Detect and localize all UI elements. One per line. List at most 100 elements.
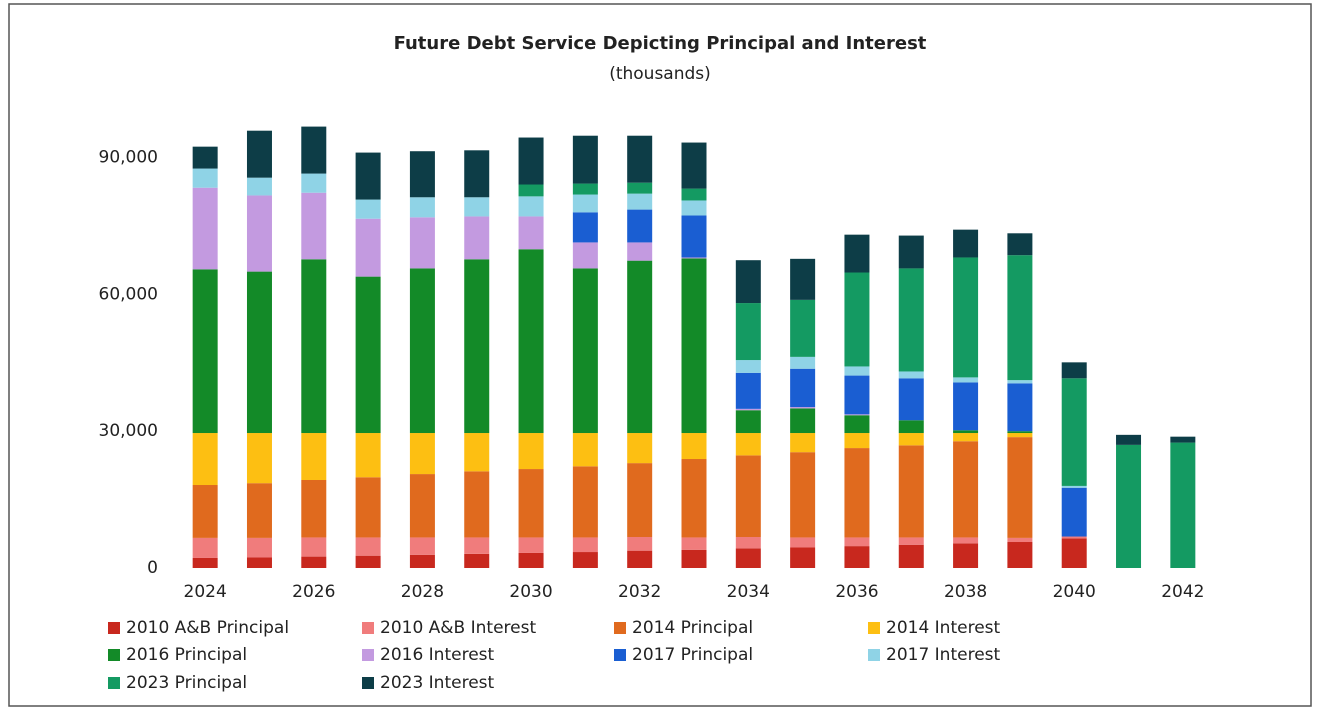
x-tick-label: 2032 [618,582,661,602]
bar-segment [1061,487,1087,537]
bar-segment [1061,378,1087,486]
bar-segment [301,126,327,174]
bar-segment [1061,536,1087,539]
legend-label: 2017 Interest [886,645,1001,665]
bar-segment [572,552,598,568]
bar-segment [735,410,761,434]
bar-segment [898,420,924,434]
bar-segment [301,479,327,538]
bar-segment [681,537,707,550]
bar-segment [464,197,490,217]
bar-segment [518,196,544,217]
bar-segment [1170,442,1196,568]
bar-segment [681,200,707,216]
bar-segment [246,177,272,196]
bar-segment [898,445,924,538]
bar-segment [844,414,870,416]
bar-segment [681,433,707,460]
chart-frame [8,3,1312,707]
bar-segment [518,552,544,568]
bar-segment [681,215,707,258]
legend-label: 2010 A&B Interest [380,618,536,638]
bar-segment [627,550,653,568]
bar-segment [735,548,761,568]
bar-segment [355,537,381,556]
bar-segment [572,433,598,467]
legend-swatch [868,622,880,634]
bar-segment [409,537,435,555]
bar-segment [572,135,598,184]
bar-segment [355,199,381,219]
bar-segment [192,557,218,568]
bar-segment [301,259,327,434]
bar-segment [681,549,707,568]
bar-segment [192,187,218,270]
legend-swatch [614,622,626,634]
bar-segment [1007,255,1033,381]
bar-segment [844,375,870,415]
bar-segment [464,433,490,472]
bar-segment [735,303,761,361]
bar-segment [192,269,218,434]
bar-segment [518,537,544,553]
y-tick-label: 90,000 [99,148,158,168]
bar-segment [898,371,924,379]
bar-segment [790,299,816,357]
bar-segment [409,217,435,269]
bar-segment [572,466,598,538]
bar-segment [844,448,870,538]
bar-segment [844,546,870,568]
x-tick-label: 2030 [509,582,552,602]
bar-segment [409,433,435,475]
bar-segment [464,216,490,260]
bar-segment [953,229,979,258]
legend-label: 2023 Interest [380,673,495,693]
x-tick-label: 2042 [1161,582,1204,602]
y-tick-label: 60,000 [99,284,158,304]
bar-segment [572,212,598,243]
bar-segment [192,146,218,169]
x-tick-label: 2026 [292,582,335,602]
bar-segment [627,260,653,434]
bar-segment [790,433,816,453]
bar-segment [518,184,544,197]
x-tick-label: 2040 [1053,582,1096,602]
legend-label: 2016 Principal [126,645,247,665]
x-tick-label: 2036 [835,582,878,602]
bar-segment [953,543,979,568]
bar-segment [301,173,327,193]
bar-segment [518,469,544,538]
bar-segment [355,152,381,200]
chart-subtitle: (thousands) [609,64,711,84]
legend-swatch [108,649,120,661]
bar-segment [1116,444,1142,568]
bar-segment [1061,362,1087,379]
bar-segment [246,483,272,538]
bar-segment [627,433,653,464]
chart-title: Future Debt Service Depicting Principal … [394,33,927,54]
bar-segment [246,537,272,558]
bar-segment [790,258,816,300]
bar-segment [409,474,435,538]
bar-segment [518,433,544,470]
legend-label: 2016 Interest [380,645,495,665]
bar-segment [681,459,707,538]
bar-segment [1007,437,1033,538]
bar-segment [681,142,707,189]
bar-segment [464,471,490,538]
bar-segment [518,137,544,185]
bar-segment [627,182,653,194]
bar-segment [572,242,598,269]
bar-segment [735,372,761,409]
bar-segment [409,197,435,218]
bar-segment [790,368,816,408]
bar-segment [844,537,870,547]
bar-segment [464,553,490,568]
bar-segment [192,485,218,538]
bar-segment [301,556,327,568]
bar-segment [790,407,816,409]
bar-segment [898,537,924,545]
bar-segment [572,194,598,213]
